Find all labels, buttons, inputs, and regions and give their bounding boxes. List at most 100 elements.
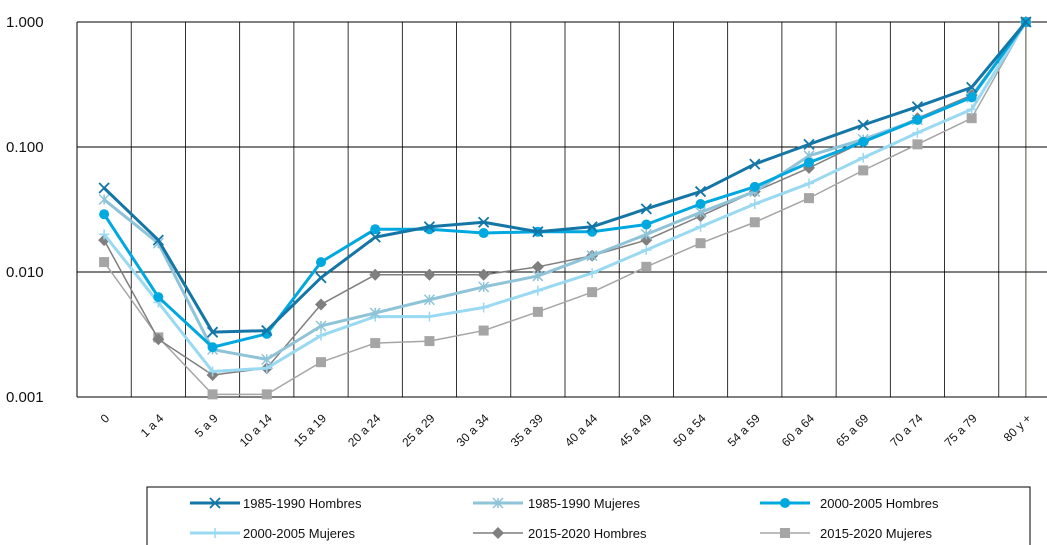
- data-point: [478, 325, 489, 336]
- data-point: [532, 285, 543, 296]
- data-point: [261, 363, 272, 374]
- data-point: [316, 257, 326, 268]
- data-point: [99, 257, 110, 268]
- series-5: [99, 17, 1031, 400]
- data-point: [369, 307, 381, 319]
- x-tick-label: 75 a 79: [942, 411, 980, 449]
- data-point: [369, 268, 382, 281]
- data-point: [261, 353, 273, 365]
- legend-item: 1985-1990 Mujeres: [473, 496, 641, 511]
- legend-label: 1985-1990 Hombres: [243, 496, 362, 511]
- data-point: [966, 104, 977, 115]
- data-point: [749, 158, 761, 170]
- data-point: [695, 238, 706, 249]
- y-axis: 0.001 0.010 0.100 1.000: [6, 14, 44, 406]
- data-point: [532, 226, 544, 238]
- data-point: [478, 216, 490, 228]
- data-point: [478, 281, 490, 293]
- x-tick-label: 70 a 74: [887, 411, 925, 449]
- data-point: [207, 366, 218, 377]
- data-point: [695, 206, 707, 218]
- x-tick-label: 45 a 49: [616, 411, 654, 449]
- legend: 1985-1990 Hombres 1985-1990 Mujeres 2000-2…: [146, 486, 1031, 545]
- legend-label: 1985-1990 Mujeres: [528, 496, 641, 511]
- data-point: [804, 178, 814, 189]
- data-point: [424, 311, 435, 322]
- data-point: [478, 302, 489, 313]
- data-point: [858, 136, 869, 147]
- x-tick-label: 1 a 4: [138, 411, 167, 440]
- x-tick-label: 20 a 24: [345, 411, 383, 449]
- legend-label: 2000-2005 Mujeres: [243, 526, 356, 541]
- x-axis: 0 1 a 4 5 a 9 10 a 14 15 a 19 20 a 24 25 a 29 3…: [98, 411, 1034, 449]
- data-point: [857, 119, 869, 131]
- data-point: [912, 114, 923, 125]
- data-point: [912, 127, 923, 138]
- series-group: [98, 16, 1032, 400]
- data-point: [780, 528, 790, 538]
- x-tick-label: 5 a 9: [192, 411, 221, 440]
- x-tick-label: 65 a 69: [833, 411, 871, 449]
- legend-item: 1985-1990 Hombres: [190, 496, 362, 511]
- data-point: [369, 231, 381, 243]
- y-tick-label: 0.100: [6, 139, 44, 156]
- data-point: [586, 250, 598, 262]
- data-point: [695, 198, 706, 209]
- x-tick-label: 15 a 19: [291, 411, 329, 449]
- data-point: [209, 497, 221, 509]
- data-point: [315, 320, 327, 332]
- data-point: [749, 217, 760, 228]
- data-point: [206, 326, 219, 338]
- data-point: [424, 336, 435, 347]
- data-point: [370, 338, 381, 349]
- data-point: [98, 193, 110, 206]
- data-point: [532, 306, 543, 317]
- x-tick-label: 60 a 64: [779, 411, 817, 449]
- y-tick-label: 1.000: [6, 14, 44, 31]
- data-point: [966, 92, 977, 103]
- data-point: [532, 270, 544, 282]
- data-point: [858, 152, 869, 163]
- data-point: [370, 224, 381, 235]
- data-point: [478, 228, 489, 239]
- data-point: [1020, 16, 1032, 28]
- legend-item: 2015-2020 Mujeres: [760, 526, 933, 541]
- data-point: [423, 268, 436, 281]
- data-point: [152, 234, 164, 246]
- data-point: [261, 324, 273, 337]
- x-tick-label: 80 y +: [1001, 411, 1034, 444]
- x-tick-label: 40 a 44: [562, 411, 600, 449]
- data-point: [749, 181, 760, 192]
- data-point: [587, 287, 598, 298]
- data-point: [316, 357, 326, 368]
- y-tick-label: 0.010: [6, 264, 44, 281]
- data-point: [99, 229, 110, 240]
- data-point: [315, 298, 327, 311]
- data-point: [966, 81, 978, 93]
- data-point: [152, 333, 165, 346]
- data-point: [640, 203, 652, 215]
- data-point: [531, 260, 544, 273]
- data-point: [966, 113, 977, 124]
- data-point: [153, 292, 164, 303]
- legend-box: [146, 486, 1031, 545]
- data-point: [694, 185, 707, 198]
- series-line: [102, 21, 1028, 349]
- data-point: [804, 157, 814, 168]
- data-point: [912, 139, 923, 150]
- data-point: [99, 209, 110, 220]
- data-point: [586, 221, 598, 233]
- data-point: [804, 193, 814, 204]
- data-point: [210, 528, 220, 538]
- data-point: [423, 294, 435, 306]
- series-0: [98, 16, 1032, 338]
- legend-item: 2000-2005 Mujeres: [190, 526, 356, 541]
- data-point: [423, 221, 436, 233]
- data-point: [803, 138, 815, 150]
- data-point: [492, 527, 504, 539]
- series-line: [103, 21, 1028, 361]
- series-line: [102, 21, 1028, 373]
- grid: [76, 21, 1047, 398]
- data-point: [587, 268, 598, 279]
